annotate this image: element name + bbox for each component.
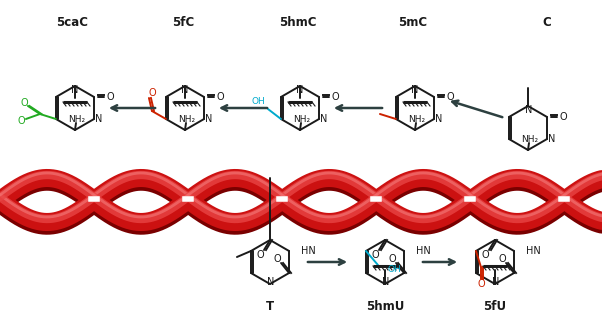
Text: C: C [542, 15, 551, 28]
Text: NH₂: NH₂ [69, 115, 85, 125]
Text: O: O [17, 116, 25, 126]
Text: OH: OH [388, 266, 402, 274]
Text: HN: HN [416, 246, 431, 256]
Text: N: N [71, 85, 79, 95]
Text: O: O [148, 88, 156, 98]
Text: O: O [216, 92, 224, 102]
Text: NH₂: NH₂ [178, 115, 196, 125]
Text: N: N [411, 85, 418, 95]
Text: O: O [106, 92, 114, 102]
Text: NH₂: NH₂ [408, 115, 426, 125]
Text: O: O [273, 254, 281, 264]
Text: N: N [492, 277, 500, 287]
Text: O: O [481, 250, 489, 260]
Text: O: O [559, 112, 567, 122]
Text: N: N [382, 277, 389, 287]
Text: O: O [446, 92, 454, 102]
Text: N: N [95, 114, 103, 124]
Text: 5hmU: 5hmU [366, 301, 404, 314]
Text: HN: HN [301, 246, 316, 256]
Text: N: N [526, 105, 533, 115]
Text: N: N [548, 134, 556, 144]
Text: 5fC: 5fC [172, 15, 194, 28]
Text: O: O [20, 98, 28, 108]
Text: 5fU: 5fU [483, 301, 506, 314]
Text: HN: HN [526, 246, 541, 256]
Text: 5mC: 5mC [399, 15, 427, 28]
Text: OH: OH [251, 97, 265, 107]
Text: N: N [181, 85, 188, 95]
Text: NH₂: NH₂ [293, 115, 311, 125]
Text: N: N [267, 277, 275, 287]
Text: N: N [435, 114, 442, 124]
Text: O: O [371, 250, 379, 260]
Text: T: T [266, 301, 274, 314]
Text: 5hmC: 5hmC [279, 15, 317, 28]
Text: O: O [498, 254, 506, 264]
Text: N: N [205, 114, 213, 124]
Text: NH₂: NH₂ [521, 135, 539, 145]
Text: N: N [296, 85, 303, 95]
Text: N: N [320, 114, 327, 124]
Text: O: O [388, 254, 396, 264]
Text: O: O [256, 250, 264, 260]
Text: O: O [477, 279, 485, 289]
Text: O: O [331, 92, 339, 102]
Text: 5caC: 5caC [56, 15, 88, 28]
